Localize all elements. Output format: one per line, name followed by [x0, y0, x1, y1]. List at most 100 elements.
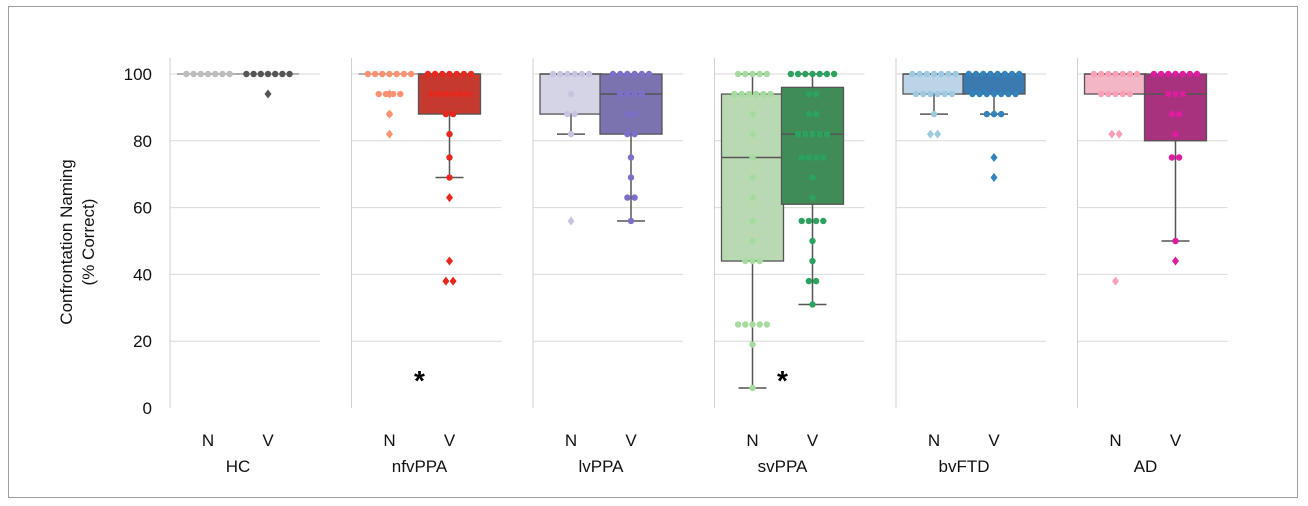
outlier-point [449, 276, 457, 286]
data-point [734, 70, 742, 78]
data-point [638, 70, 645, 78]
group-v [962, 70, 1026, 183]
data-point [1119, 90, 1126, 98]
data-point [767, 90, 774, 98]
data-point [805, 277, 813, 285]
outlier-point [442, 276, 450, 286]
x-tick-label-v: V [262, 431, 274, 450]
data-point [1172, 90, 1179, 98]
data-point [1119, 70, 1126, 78]
data-point [742, 321, 749, 328]
data-point [617, 90, 624, 98]
data-point [190, 70, 197, 78]
data-point [1165, 90, 1172, 98]
x-tick-label-n: N [202, 431, 214, 450]
data-point [1008, 70, 1016, 78]
box [1143, 73, 1208, 142]
data-point [787, 70, 795, 78]
data-point [1012, 90, 1019, 98]
data-point [945, 70, 952, 78]
x-tick-label-v: V [625, 431, 637, 450]
data-point [749, 384, 756, 392]
data-point [1112, 70, 1119, 78]
data-point [809, 237, 816, 245]
group-n [902, 70, 966, 139]
data-point [464, 90, 471, 98]
outlier-point [386, 89, 393, 99]
data-point [631, 70, 638, 78]
data-point [257, 70, 264, 78]
data-point [998, 110, 1005, 118]
data-point [446, 154, 453, 161]
y-tick-label: 40 [133, 265, 152, 284]
data-point [1105, 90, 1112, 98]
x-tick-label-v: V [988, 431, 1000, 450]
outlier-point [934, 129, 942, 139]
y-tick-label: 60 [133, 199, 152, 218]
data-point [446, 130, 453, 138]
data-point [812, 110, 820, 118]
panel-title: lvPPA [578, 457, 624, 476]
data-point [987, 70, 994, 78]
panel-title: HC [226, 457, 251, 476]
data-point [1186, 70, 1194, 78]
data-point [250, 70, 257, 78]
data-point [812, 277, 820, 285]
data-point [805, 154, 813, 161]
outlier-point [990, 153, 998, 162]
data-point [631, 90, 638, 98]
group-v [780, 70, 845, 308]
group-v [599, 70, 663, 225]
outlier-point [386, 129, 393, 139]
data-point [449, 90, 457, 98]
data-point [816, 130, 823, 138]
data-point [965, 70, 972, 78]
data-point [286, 70, 293, 78]
data-point [1126, 70, 1134, 78]
data-point [1105, 70, 1112, 78]
data-point [386, 70, 393, 78]
data-point [449, 110, 457, 118]
data-point [742, 257, 749, 265]
group-n [358, 70, 421, 139]
data-point [920, 90, 927, 98]
data-point [749, 174, 756, 181]
data-point [1097, 70, 1105, 78]
data-point [798, 217, 805, 225]
data-point [823, 130, 831, 138]
data-point [805, 110, 813, 118]
panel-title: nfvPPA [392, 457, 448, 476]
data-point [969, 90, 976, 98]
data-point [279, 70, 286, 78]
data-point [1133, 70, 1141, 78]
group-v [237, 70, 299, 99]
data-point [435, 90, 442, 98]
data-point [183, 70, 190, 78]
data-point [467, 70, 475, 78]
data-point [823, 70, 831, 78]
data-point [638, 90, 645, 98]
data-point [742, 70, 749, 78]
data-point [272, 70, 279, 78]
y-tick-label: 100 [124, 65, 152, 84]
data-point [1112, 90, 1119, 98]
data-point [631, 130, 638, 138]
data-point [1016, 70, 1023, 78]
data-point [219, 70, 226, 78]
group-n [720, 70, 785, 392]
data-point [627, 154, 635, 161]
data-point [1172, 70, 1179, 78]
data-point [424, 70, 432, 78]
data-point [1168, 154, 1176, 161]
box [780, 86, 845, 205]
data-point [1126, 90, 1134, 98]
data-point [983, 90, 990, 98]
panel-title: svPPA [758, 457, 808, 476]
data-point [794, 70, 802, 78]
data-point [812, 217, 820, 225]
y-tick-label: 20 [133, 332, 152, 351]
data-point [1175, 110, 1183, 118]
data-point [631, 194, 638, 201]
